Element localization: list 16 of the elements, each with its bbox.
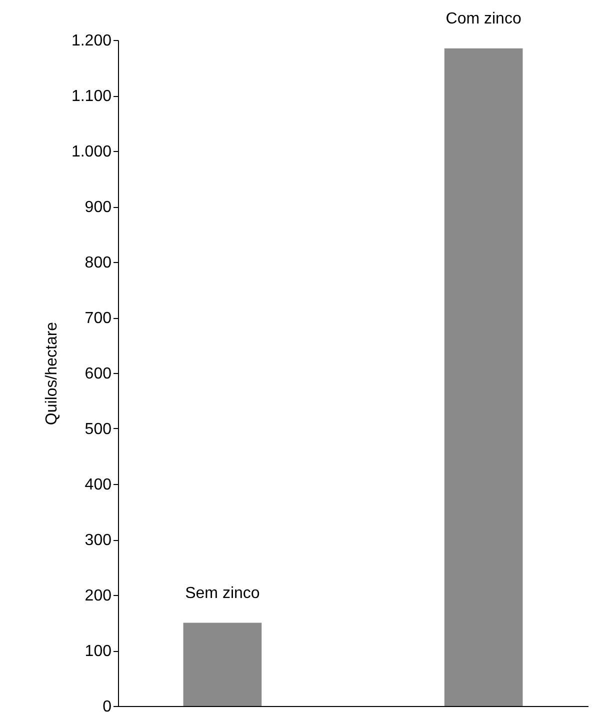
x-tick-label: Sem zinco (185, 584, 260, 602)
y-tick-label: 1.100 (71, 88, 112, 105)
y-tick-label: 200 (84, 588, 112, 604)
y-tick-label: 600 (84, 366, 112, 382)
y-tick-label: 100 (84, 643, 112, 660)
y-tick-label: 900 (84, 199, 112, 216)
y-axis-title: Quilos/hectare (43, 322, 60, 426)
y-tick-label: 1.200 (71, 32, 112, 50)
y-tick-label: 1.000 (71, 144, 112, 160)
y-tick-label: 0 (102, 698, 112, 716)
y-tick-label: 800 (84, 254, 112, 272)
y-tick-label: 400 (84, 476, 112, 494)
x-tick-label: Com zinco (446, 10, 522, 28)
y-tick-label: 700 (84, 310, 112, 327)
y-tick-label: 500 (84, 421, 112, 438)
y-tick-label: 300 (84, 532, 112, 549)
